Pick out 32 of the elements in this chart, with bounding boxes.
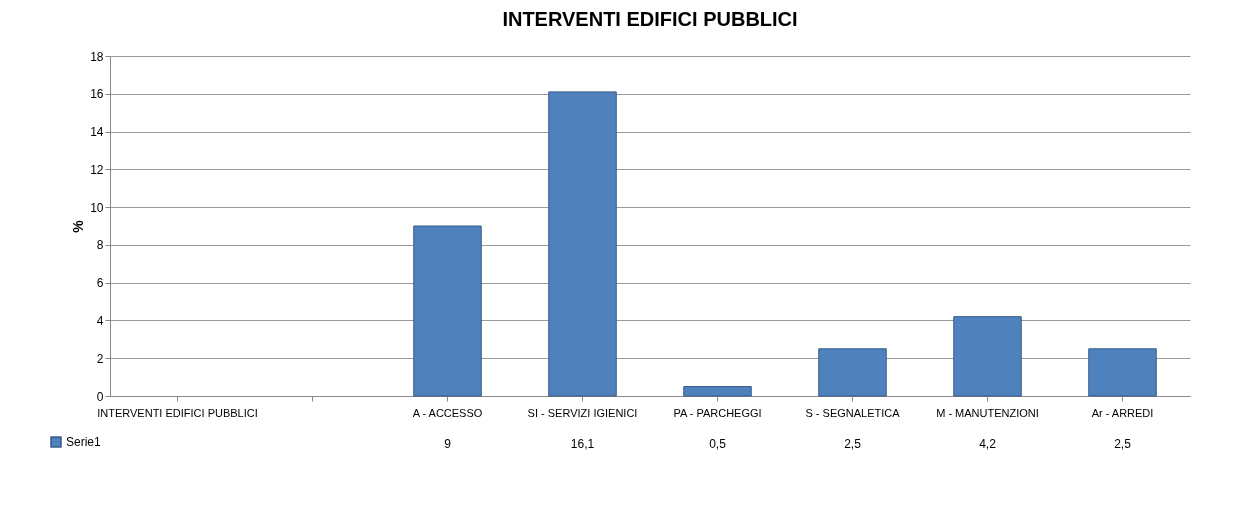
bar — [683, 386, 752, 397]
legend-label: Serie1 — [66, 435, 102, 449]
y-tick-label: 6 — [96, 276, 104, 291]
y-tick-label: 2 — [96, 351, 104, 366]
y-tick-label: 0 — [96, 389, 104, 404]
x-tick-label: PA - PARCHEGGI — [673, 406, 762, 419]
data-label: 2,5 — [844, 437, 862, 451]
data-label: 9 — [444, 437, 452, 451]
data-label: 2,5 — [1114, 437, 1132, 451]
y-tick-label: 10 — [90, 200, 104, 215]
bar — [548, 91, 617, 397]
y-tick-label: 18 — [90, 49, 104, 64]
chart-title: INTERVENTI EDIFICI PUBBLICI — [502, 8, 798, 30]
x-tick-label: A - ACCESSO — [412, 406, 483, 419]
bar — [413, 225, 482, 397]
x-tick-label: Ar - ARREDI — [1091, 406, 1154, 419]
x-tick-label: M - MANUTENZIONI — [936, 406, 1039, 419]
data-label: 0,5 — [709, 437, 727, 451]
y-tick-label: 14 — [90, 125, 104, 140]
y-axis-title: % — [70, 219, 87, 233]
bar — [953, 316, 1022, 397]
y-tick-label: 8 — [96, 238, 104, 253]
y-tick-label: 4 — [96, 313, 104, 328]
bar — [1088, 348, 1157, 397]
data-label: 16,1 — [570, 437, 595, 451]
y-tick-label: 12 — [90, 162, 104, 177]
x-tick-label: SI - SERVIZI IGIENICI — [527, 406, 638, 419]
data-label: 4,2 — [979, 437, 997, 451]
x-tick-label: INTERVENTI EDIFICI PUBBLICI — [97, 406, 258, 419]
x-tick-label: S - SEGNALETICA — [805, 406, 901, 419]
y-tick-label: 16 — [90, 87, 104, 102]
bar — [818, 348, 887, 397]
